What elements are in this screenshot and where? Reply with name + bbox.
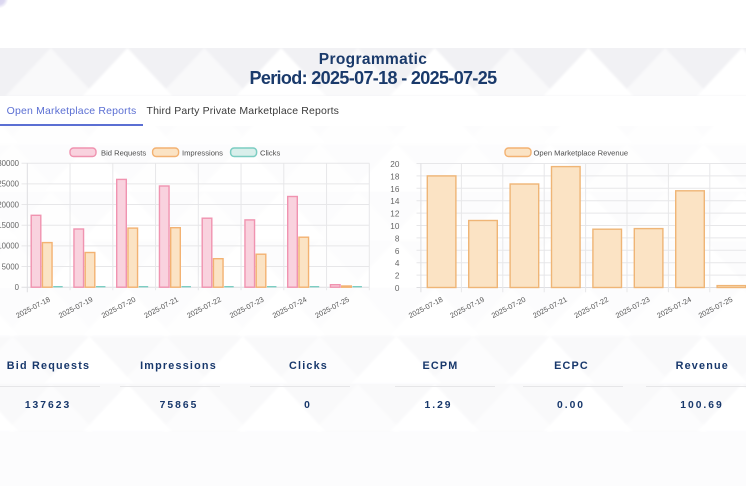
svg-text:2025-07-18: 2025-07-18: [14, 295, 51, 320]
svg-text:2025-07-20: 2025-07-20: [100, 295, 137, 320]
svg-text:Impressions: Impressions: [182, 149, 223, 158]
svg-text:5000: 5000: [2, 262, 20, 271]
svg-text:16: 16: [390, 185, 400, 194]
svg-text:14: 14: [390, 197, 400, 206]
svg-text:2025-07-21: 2025-07-21: [143, 295, 180, 320]
svg-text:Bid Requests: Bid Requests: [101, 149, 146, 158]
svg-text:2025-07-24: 2025-07-24: [655, 295, 692, 320]
svg-text:12: 12: [390, 210, 400, 219]
svg-text:20: 20: [390, 160, 400, 169]
svg-text:2025-07-19: 2025-07-19: [448, 295, 485, 320]
svg-text:25000: 25000: [0, 180, 20, 189]
svg-text:10: 10: [390, 222, 400, 231]
svg-text:2025-07-25: 2025-07-25: [314, 295, 351, 320]
svg-text:15000: 15000: [0, 221, 20, 230]
svg-text:8: 8: [395, 234, 400, 243]
svg-text:4: 4: [395, 259, 400, 268]
svg-text:2025-07-18: 2025-07-18: [407, 295, 444, 320]
svg-text:6: 6: [395, 247, 400, 256]
svg-text:2025-07-19: 2025-07-19: [57, 295, 94, 320]
svg-text:0: 0: [15, 283, 20, 292]
svg-text:Open Marketplace Revenue: Open Marketplace Revenue: [534, 149, 629, 158]
svg-text:2025-07-23: 2025-07-23: [614, 295, 651, 320]
svg-text:0: 0: [395, 284, 400, 293]
svg-text:2025-07-25: 2025-07-25: [697, 295, 734, 320]
svg-text:20000: 20000: [0, 200, 20, 209]
svg-text:2025-07-21: 2025-07-21: [531, 295, 568, 320]
svg-text:Clicks: Clicks: [260, 149, 280, 158]
svg-text:2025-07-23: 2025-07-23: [228, 295, 265, 320]
svg-text:2025-07-20: 2025-07-20: [490, 295, 527, 320]
svg-text:30000: 30000: [0, 159, 20, 168]
svg-text:2025-07-22: 2025-07-22: [573, 295, 610, 320]
svg-text:2025-07-24: 2025-07-24: [271, 295, 308, 320]
svg-text:18: 18: [390, 172, 400, 181]
svg-text:2025-07-22: 2025-07-22: [185, 295, 222, 320]
svg-text:2: 2: [395, 272, 400, 281]
svg-text:10000: 10000: [0, 242, 20, 251]
